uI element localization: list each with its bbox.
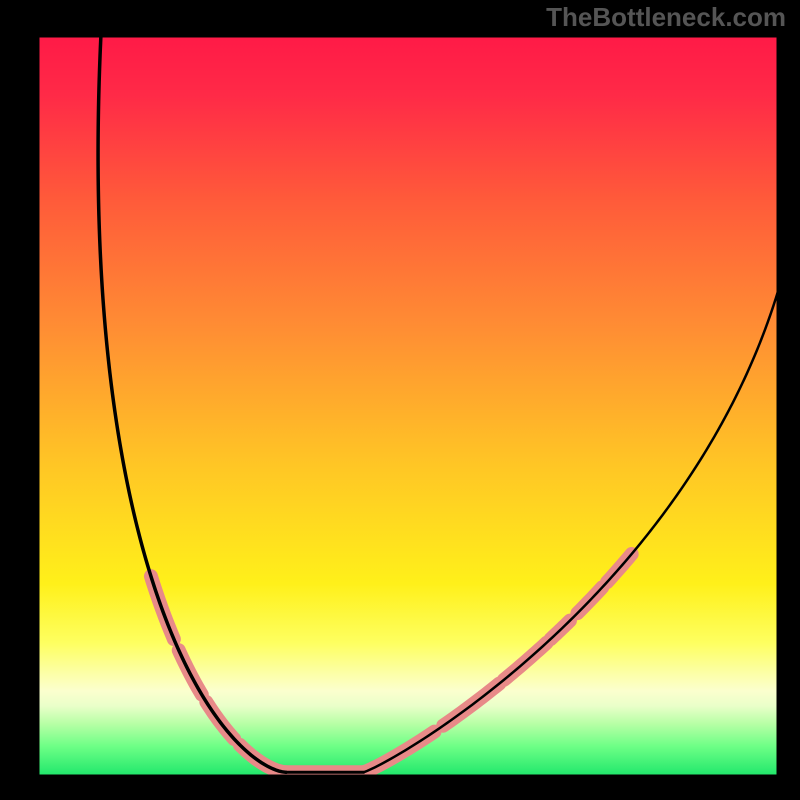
chart-plot-area xyxy=(38,36,778,776)
watermark-text: TheBottleneck.com xyxy=(546,4,786,30)
bottleneck-chart xyxy=(38,36,778,776)
gradient-background xyxy=(38,36,778,776)
